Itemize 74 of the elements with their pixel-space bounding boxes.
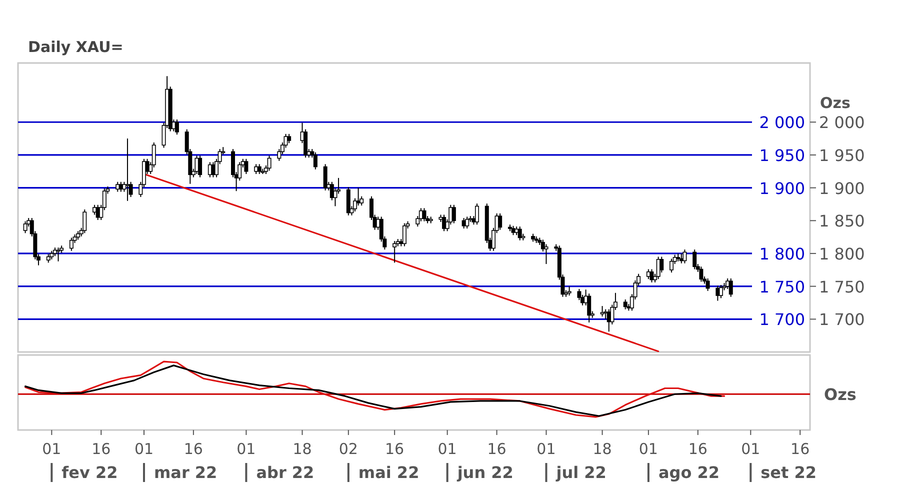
candlestick bbox=[567, 286, 572, 296]
y-tick-label: 1 900 bbox=[819, 178, 865, 198]
x-tick-label: 01 bbox=[134, 440, 154, 458]
candlestick bbox=[623, 298, 628, 310]
x-tick-label: 16 bbox=[184, 440, 203, 458]
candlestick bbox=[287, 133, 292, 144]
candlestick bbox=[692, 249, 697, 270]
candlestick bbox=[699, 266, 704, 282]
ref-line-label: 1 800 bbox=[759, 244, 805, 264]
candlestick bbox=[257, 164, 262, 174]
candlestick bbox=[346, 186, 350, 216]
y-tick-label: 1 800 bbox=[819, 244, 865, 264]
candlestick bbox=[452, 204, 456, 224]
x-tick-label: 01 bbox=[438, 440, 457, 458]
text: fev 22 bbox=[62, 463, 118, 482]
candlestick bbox=[728, 278, 733, 298]
x-tick-label: 01 bbox=[638, 440, 658, 458]
x-tick-label: 16 bbox=[688, 440, 708, 458]
y-tick-label: 1 750 bbox=[819, 277, 865, 296]
candlestick bbox=[498, 212, 502, 230]
candlestick bbox=[682, 249, 687, 264]
x-tick-label: 01 bbox=[536, 440, 556, 458]
y-tick-label: 1 700 bbox=[819, 310, 865, 330]
text: abr 22 bbox=[256, 463, 314, 482]
text: ago 22 bbox=[658, 463, 720, 482]
text: mar 22 bbox=[154, 463, 218, 482]
candlestick bbox=[198, 155, 202, 178]
y-tick-label: 1 850 bbox=[819, 212, 865, 231]
candlestick bbox=[718, 284, 723, 299]
text: set 22 bbox=[760, 463, 817, 482]
candlestick bbox=[660, 256, 664, 274]
chart-title: Daily XAU= bbox=[28, 38, 124, 56]
x-tick-label: 16 bbox=[790, 440, 810, 458]
text: jul 22 bbox=[555, 463, 606, 482]
x-tick-label: 16 bbox=[92, 440, 111, 458]
candlestick bbox=[244, 158, 248, 174]
ref-line-label: 1 700 bbox=[759, 310, 805, 330]
ref-line-label: 2 000 bbox=[759, 113, 805, 132]
x-tick-label: 16 bbox=[487, 440, 506, 458]
candlestick bbox=[392, 240, 397, 264]
candlestick bbox=[587, 293, 592, 323]
x-tick-label: 02 bbox=[338, 440, 358, 458]
candlestick bbox=[650, 268, 654, 283]
text: jun 22 bbox=[456, 463, 514, 482]
candlestick bbox=[267, 155, 272, 172]
y-axis-title: Ozs bbox=[824, 385, 856, 404]
candlestick bbox=[474, 203, 479, 226]
candlestick bbox=[254, 164, 258, 174]
ref-line-label: 1 750 bbox=[759, 277, 805, 296]
y-tick-label: 1 950 bbox=[819, 146, 865, 165]
candlestick bbox=[670, 258, 674, 274]
candlestick bbox=[313, 152, 318, 170]
ref-line-label: 1 900 bbox=[759, 178, 805, 198]
y-axis-title: Ozs bbox=[820, 94, 850, 112]
candlestick bbox=[465, 216, 470, 230]
candlestick bbox=[174, 118, 179, 136]
x-tick-label: 18 bbox=[592, 440, 612, 458]
x-tick-label: 18 bbox=[292, 440, 312, 458]
candlestick bbox=[544, 244, 548, 264]
x-tick-label: 01 bbox=[236, 440, 256, 458]
candlestick bbox=[442, 214, 446, 232]
candlestick bbox=[402, 222, 406, 247]
candlestick bbox=[518, 226, 522, 241]
ref-line-label: 1 950 bbox=[759, 146, 805, 165]
candlestick bbox=[604, 308, 608, 320]
y-tick-label: 2 000 bbox=[819, 113, 865, 132]
x-tick-label: 01 bbox=[42, 440, 62, 458]
candlestick bbox=[422, 208, 426, 222]
candlestick bbox=[323, 164, 328, 191]
text: mai 22 bbox=[358, 463, 420, 482]
candlestick bbox=[706, 278, 710, 292]
candlestick bbox=[600, 306, 604, 318]
x-tick-label: 16 bbox=[385, 440, 404, 458]
x-tick-label: 01 bbox=[741, 440, 760, 458]
